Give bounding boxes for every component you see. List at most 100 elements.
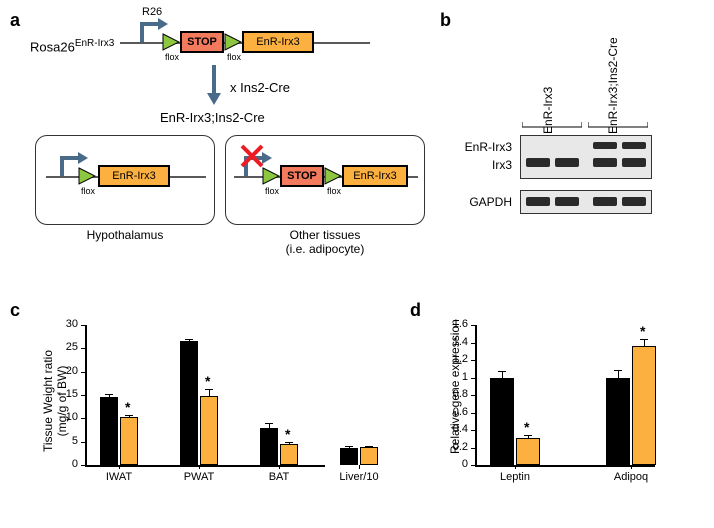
y-tick-label: 1.6 [443, 318, 468, 330]
error-cap [285, 442, 293, 443]
bar [340, 448, 358, 465]
flox-label: flox [327, 186, 341, 196]
lane2-label: EnR-Irx3;Ins2-Cre [606, 37, 620, 134]
x-axis-line [475, 465, 655, 467]
construct-name: Rosa26EnR-Irx3 [30, 38, 114, 54]
y-tick [471, 430, 475, 431]
significance-star: * [125, 399, 130, 415]
band [622, 197, 646, 206]
bar [260, 428, 278, 465]
y-tick [471, 325, 475, 326]
flox-icon [224, 33, 242, 51]
enr-box: EnR-Irx3 [98, 165, 170, 187]
x-category-label: Leptin [480, 471, 550, 483]
y-tick-label: 0 [53, 458, 78, 470]
flox-icon [262, 167, 280, 185]
top-construct: R26 flox STOP flox EnR-Irx3 [120, 20, 370, 60]
other-label1: Other tissues [275, 228, 375, 242]
panel-c-label: c [10, 300, 20, 321]
flox-icon [324, 167, 342, 185]
y-tick [471, 465, 475, 466]
y-tick [471, 360, 475, 361]
error-cap [105, 394, 113, 395]
bar [606, 378, 630, 466]
y-tick-label: 0 [443, 458, 468, 470]
y-tick-label: 20 [53, 365, 78, 377]
y-tick [81, 442, 85, 443]
band [622, 142, 646, 149]
x-tick [199, 465, 200, 469]
row3-label: GAPDH [452, 195, 512, 209]
other-label2: (i.e. adipocyte) [275, 242, 375, 256]
panel-a: Rosa26EnR-Irx3 R26 flox STOP flox EnR-Ir… [10, 10, 410, 280]
band [555, 197, 579, 206]
r26-label: R26 [142, 6, 162, 18]
panel-d-label: d [410, 300, 421, 321]
y-tick [471, 378, 475, 379]
bracket-icon [588, 122, 648, 132]
red-x-icon [240, 144, 264, 168]
y-tick [471, 343, 475, 344]
y-axis-line [85, 325, 87, 465]
error-cap [125, 415, 133, 416]
y-tick [81, 325, 85, 326]
y-tick [81, 348, 85, 349]
bar [180, 341, 198, 465]
x-tick [279, 465, 280, 469]
error-cap [345, 446, 353, 447]
stop-box: STOP [280, 165, 324, 187]
y-tick [81, 395, 85, 396]
rosa-sup: EnR-Irx3 [75, 38, 114, 49]
other-tissues-box: flox STOP flox EnR-Irx3 [225, 135, 425, 225]
y-tick [471, 448, 475, 449]
bar [632, 346, 656, 465]
x-tick [119, 465, 120, 469]
hypothalamus-label: Hypothalamus [75, 228, 175, 242]
bar [120, 417, 138, 465]
error-cap [498, 371, 506, 372]
band [555, 158, 579, 167]
hypothalamus-box: flox EnR-Irx3 [35, 135, 215, 225]
band [622, 158, 646, 167]
band [526, 158, 550, 167]
flox-label: flox [265, 186, 279, 196]
y-tick-label: 15 [53, 388, 78, 400]
flox-icon [162, 33, 180, 51]
bar [100, 397, 118, 465]
flox-icon [78, 167, 96, 185]
y-tick-label: 1.4 [443, 336, 468, 348]
y-tick-label: 5 [53, 435, 78, 447]
cross-arrow-icon [205, 65, 223, 105]
y-tick-label: 10 [53, 411, 78, 423]
y-tick-label: 1.2 [443, 353, 468, 365]
x-category-label: Liver/10 [330, 471, 388, 483]
significance-star: * [205, 373, 210, 389]
error-cap [614, 370, 622, 371]
flox-label-1: flox [165, 52, 179, 62]
bar [200, 396, 218, 465]
y-tick [471, 395, 475, 396]
error-cap [185, 339, 193, 340]
y-tick [81, 372, 85, 373]
x-tick [359, 465, 360, 469]
y-tick-label: 0.8 [443, 388, 468, 400]
bar [490, 378, 514, 466]
error-cap [524, 435, 532, 436]
bar [360, 447, 378, 465]
result-label: EnR-Irx3;Ins2-Cre [160, 110, 265, 125]
flox-label-2: flox [227, 52, 241, 62]
significance-star: * [640, 323, 645, 339]
x-tick [515, 465, 516, 469]
x-category-label: PWAT [170, 471, 228, 483]
y-tick-label: 25 [53, 341, 78, 353]
y-tick [471, 413, 475, 414]
significance-star: * [285, 426, 290, 442]
stop-box: STOP [180, 31, 224, 53]
x-category-label: Adipoq [596, 471, 666, 483]
error-cap [205, 389, 213, 390]
enr-box: EnR-Irx3 [242, 31, 314, 53]
x-axis-line [85, 465, 325, 467]
error-cap [640, 339, 648, 340]
gel-gapdh [520, 190, 652, 214]
y-tick-label: 1 [443, 371, 468, 383]
